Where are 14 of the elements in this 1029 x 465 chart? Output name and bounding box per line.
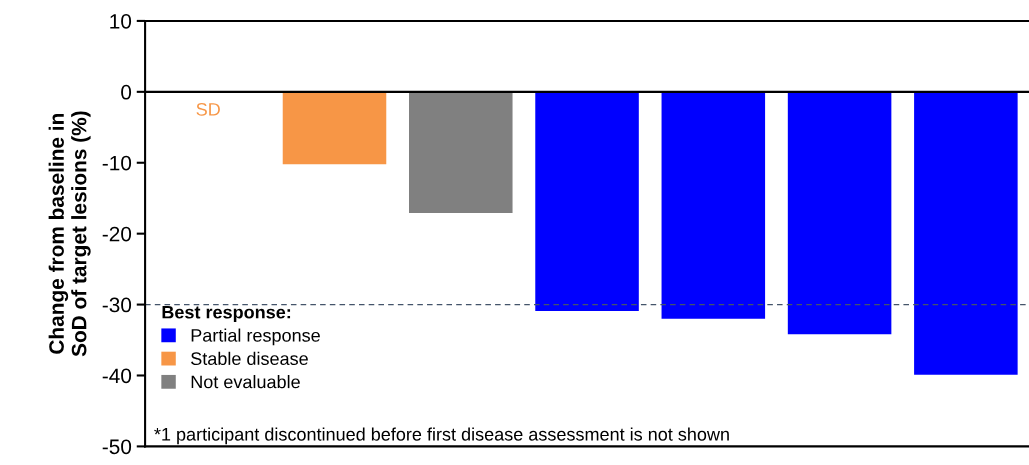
annotation: *1 participant discontinued before first disease assessment is not shown — [154, 427, 729, 445]
legend-title: Best response: — [162, 305, 291, 323]
legend-label: Not evaluable — [191, 375, 300, 389]
legend-label: Stable disease — [191, 351, 308, 366]
y-axis-title: Change from baseline in SoD of target lesions (%) — [48, 111, 91, 357]
legend-label: Partial response — [191, 328, 320, 346]
y-tick-label: 0 — [121, 84, 132, 100]
y-tick-label: 10 — [110, 13, 132, 29]
y-tick-label: -50 — [102, 439, 132, 455]
y-tick-label: -30 — [102, 297, 132, 313]
data-label: SD — [196, 102, 220, 116]
y-tick-label: -10 — [102, 155, 132, 171]
y-tick-label: -20 — [102, 226, 132, 242]
y-tick-label: -40 — [102, 368, 132, 384]
